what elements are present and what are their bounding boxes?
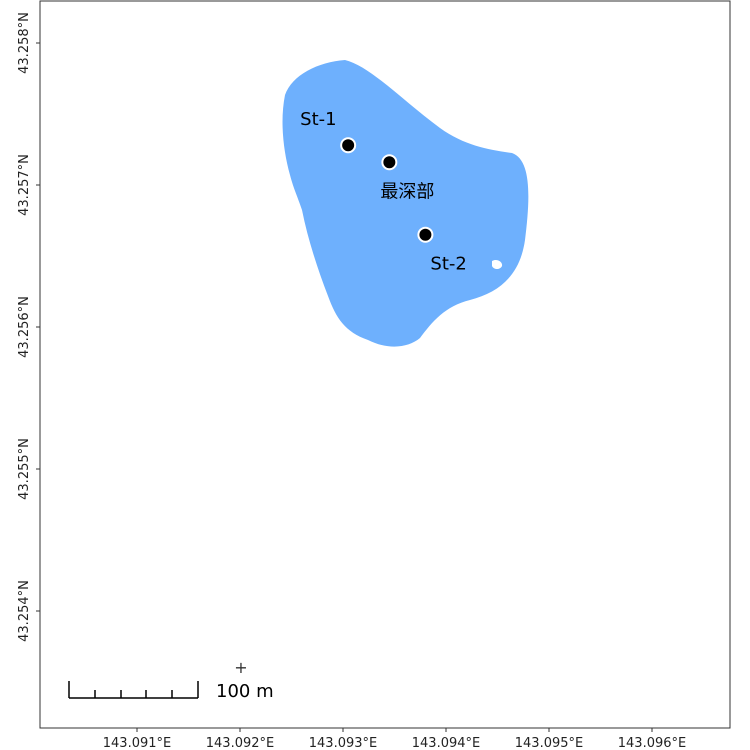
x-axis: 143.091°E 143.092°E 143.093°E 143.094°E 143.… xyxy=(103,728,686,750)
x-tick-label: 143.092°E xyxy=(206,736,274,750)
station-label: St-2 xyxy=(430,254,466,275)
scale-bar: 100 m xyxy=(68,681,274,702)
station-points: St-1 最深部 St-2 xyxy=(300,109,467,274)
y-tick-label: 43.256°N xyxy=(17,296,32,358)
x-tick-label: 143.096°E xyxy=(618,736,686,750)
x-tick-label: 143.095°E xyxy=(515,736,583,750)
y-tick-label: 43.254°N xyxy=(17,580,32,642)
station-label: 最深部 xyxy=(380,181,434,202)
x-tick-label: 143.093°E xyxy=(309,736,377,750)
y-tick-label: 43.257°N xyxy=(17,154,32,216)
island xyxy=(492,259,503,269)
y-axis: 43.258°N 43.257°N 43.256°N 43.255°N 43.254°N xyxy=(17,12,40,642)
station-point xyxy=(417,226,434,243)
y-tick-label: 43.258°N xyxy=(17,12,32,74)
station-point xyxy=(381,154,398,171)
station-point xyxy=(340,137,357,154)
scale-bar-label: 100 m xyxy=(216,681,274,702)
station-label: St-1 xyxy=(300,109,336,130)
x-tick-label: 143.094°E xyxy=(412,736,480,750)
x-tick-label: 143.091°E xyxy=(103,736,171,750)
y-tick-label: 43.255°N xyxy=(17,438,32,500)
north-marker: + xyxy=(234,658,247,677)
lake-polygon xyxy=(282,60,529,347)
